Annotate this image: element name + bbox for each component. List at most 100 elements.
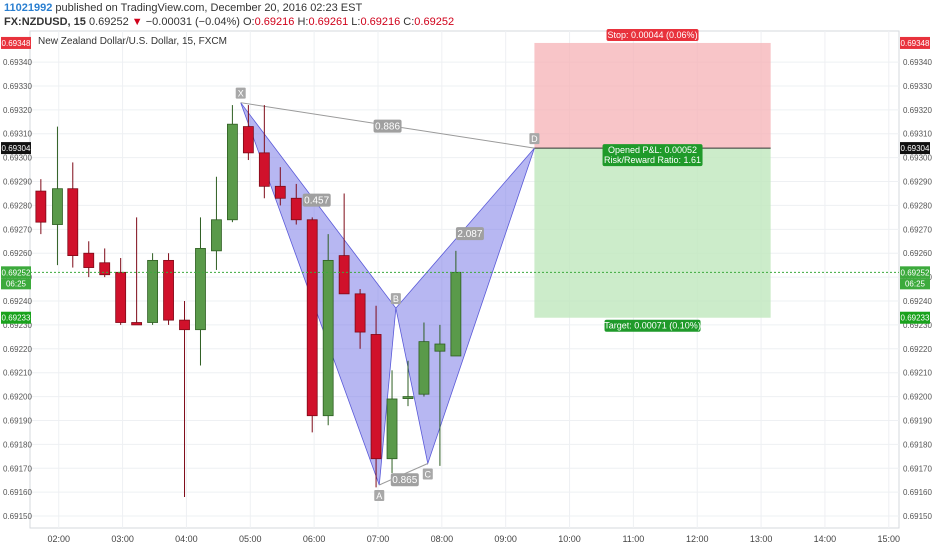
- target-label-box: [604, 319, 701, 332]
- ratio-label: 0.865: [392, 475, 417, 486]
- candle: [434, 324, 446, 466]
- candle: [163, 253, 174, 325]
- pattern-point-box: [422, 468, 433, 480]
- x-tick-label: 07:00: [367, 534, 390, 544]
- y-tick-label-right: 0.69340: [903, 58, 932, 67]
- candle-body-down: [99, 262, 111, 276]
- candle: [242, 105, 254, 161]
- price-tag-value: 0.69233: [2, 314, 31, 323]
- price-tag-value: 0.69252: [901, 268, 930, 277]
- high-value: 0.69261: [308, 16, 349, 28]
- candle-body-down: [258, 152, 270, 187]
- candle: [195, 217, 206, 366]
- candle-body-down: [290, 197, 302, 221]
- candle: [258, 105, 270, 199]
- candle-body-down: [370, 334, 382, 460]
- price-tag-left: [1, 142, 31, 155]
- price-axis[interactable]: 0.69150 0.69150 0.69160 0.69160 0.69170 0.691…: [1, 36, 932, 521]
- candle: [370, 305, 382, 488]
- candle: [115, 257, 127, 325]
- ratio-label: 2.087: [457, 229, 482, 240]
- last-price: 0.69252: [88, 16, 129, 28]
- x-tick-label: 09:00: [494, 534, 517, 544]
- y-tick-label-left: 0.69210: [3, 369, 32, 378]
- price-tag-value: 0.69348: [2, 39, 31, 48]
- candle-body-up: [418, 341, 430, 395]
- x-tick-label: 02:00: [47, 534, 70, 544]
- pnl-label-box: [602, 144, 703, 167]
- ratio-label: 0.457: [304, 196, 329, 207]
- close-label: C:: [403, 16, 415, 28]
- ratio-box: [455, 227, 484, 241]
- price-change: −0.00031 (−0.04%): [145, 16, 240, 28]
- y-tick-label-left: 0.69220: [3, 345, 32, 354]
- y-tick-label-left: 0.69150: [3, 512, 32, 521]
- y-tick-label-right: 0.69330: [903, 82, 932, 91]
- y-tick-label-left: 0.69230: [3, 321, 32, 330]
- x-tick-label: 10:00: [558, 534, 581, 544]
- candle-body-up: [402, 396, 414, 399]
- pattern-point-box: [390, 293, 401, 305]
- ratio-box: [302, 193, 331, 207]
- low-value: 0.69216: [360, 16, 401, 28]
- y-tick-label-right: 0.69200: [903, 393, 932, 402]
- candle-body-up: [450, 271, 462, 357]
- candle-body-down: [35, 190, 47, 223]
- pattern-point-box: [235, 87, 246, 99]
- symbol-info-bar: FX:NZDUSD, 15 0.69252 ▼ −0.00031 (−0.04%…: [4, 16, 454, 28]
- y-tick-label-right: 0.69270: [903, 225, 932, 234]
- y-tick-label-right: 0.69210: [903, 369, 932, 378]
- author-id[interactable]: 11021992: [4, 2, 53, 14]
- price-tag-right: [900, 311, 930, 324]
- symbol-label[interactable]: FX:NZDUSD, 15: [4, 16, 86, 28]
- y-tick-label-right: 0.69180: [903, 440, 932, 449]
- pattern-point-label: B: [393, 294, 399, 304]
- pattern-point-label: D: [531, 134, 538, 144]
- chart-title: New Zealand Dollar/U.S. Dollar, 15, FXCM: [38, 36, 227, 47]
- candle-body-down: [242, 126, 254, 154]
- y-tick-label-left: 0.69310: [3, 130, 32, 139]
- y-tick-label-left: 0.69240: [3, 297, 32, 306]
- pattern-point-label: A: [376, 491, 382, 501]
- y-tick-label-left: 0.69260: [3, 249, 32, 258]
- position-zones: [534, 42, 771, 318]
- y-tick-label-left: 0.69300: [3, 154, 32, 163]
- candle-body-down: [338, 255, 350, 295]
- y-tick-label-right: 0.69260: [903, 249, 932, 258]
- y-tick-label-right: 0.69150: [903, 512, 932, 521]
- ratio-box: [390, 473, 419, 487]
- price-tag-value: 0.69233: [901, 314, 930, 323]
- price-tag-left: [1, 311, 31, 324]
- y-tick-label-left: 0.69270: [3, 225, 32, 234]
- x-tick-label: 11:00: [622, 534, 644, 544]
- chart-overlay: New Zealand Dollar/U.S. Dollar, 15, FXCM…: [30, 28, 899, 501]
- y-tick-label-left: 0.69280: [3, 201, 32, 210]
- candle: [211, 176, 222, 270]
- candle: [227, 105, 238, 223]
- candle: [67, 162, 79, 268]
- price-tag-time-left: [1, 278, 31, 290]
- candle-body-down: [115, 271, 127, 323]
- price-tag-value: 0.69304: [2, 144, 31, 153]
- risk-reward-label: Risk/Reward Ratio: 1.61: [604, 155, 701, 165]
- y-tick-label-right: 0.69300: [903, 154, 932, 163]
- y-tick-label-right: 0.69160: [903, 488, 932, 497]
- pnl-label: Opened P&L: 0.00052: [608, 145, 697, 155]
- y-tick-label-left: 0.69180: [3, 440, 32, 449]
- candle-body-down: [163, 259, 174, 321]
- time-axis[interactable]: 02:00 03:00 04:00 05:00 06:00 07:00 08:00 09:00…: [47, 534, 900, 544]
- stop-zone: [534, 42, 771, 149]
- candle: [35, 179, 47, 235]
- price-tag-value: 0.69348: [901, 39, 930, 48]
- y-tick-label-left: 0.69290: [3, 178, 32, 187]
- candle: [306, 217, 318, 433]
- pattern-point-label: X: [238, 89, 244, 99]
- candle-body-up: [147, 259, 158, 323]
- x-tick-label: 08:00: [431, 534, 454, 544]
- pattern-point-box: [374, 489, 385, 501]
- candle: [147, 253, 158, 325]
- y-tick-label-right: 0.69290: [903, 178, 932, 187]
- y-tick-label-right: 0.69280: [903, 201, 932, 210]
- candle: [290, 183, 302, 225]
